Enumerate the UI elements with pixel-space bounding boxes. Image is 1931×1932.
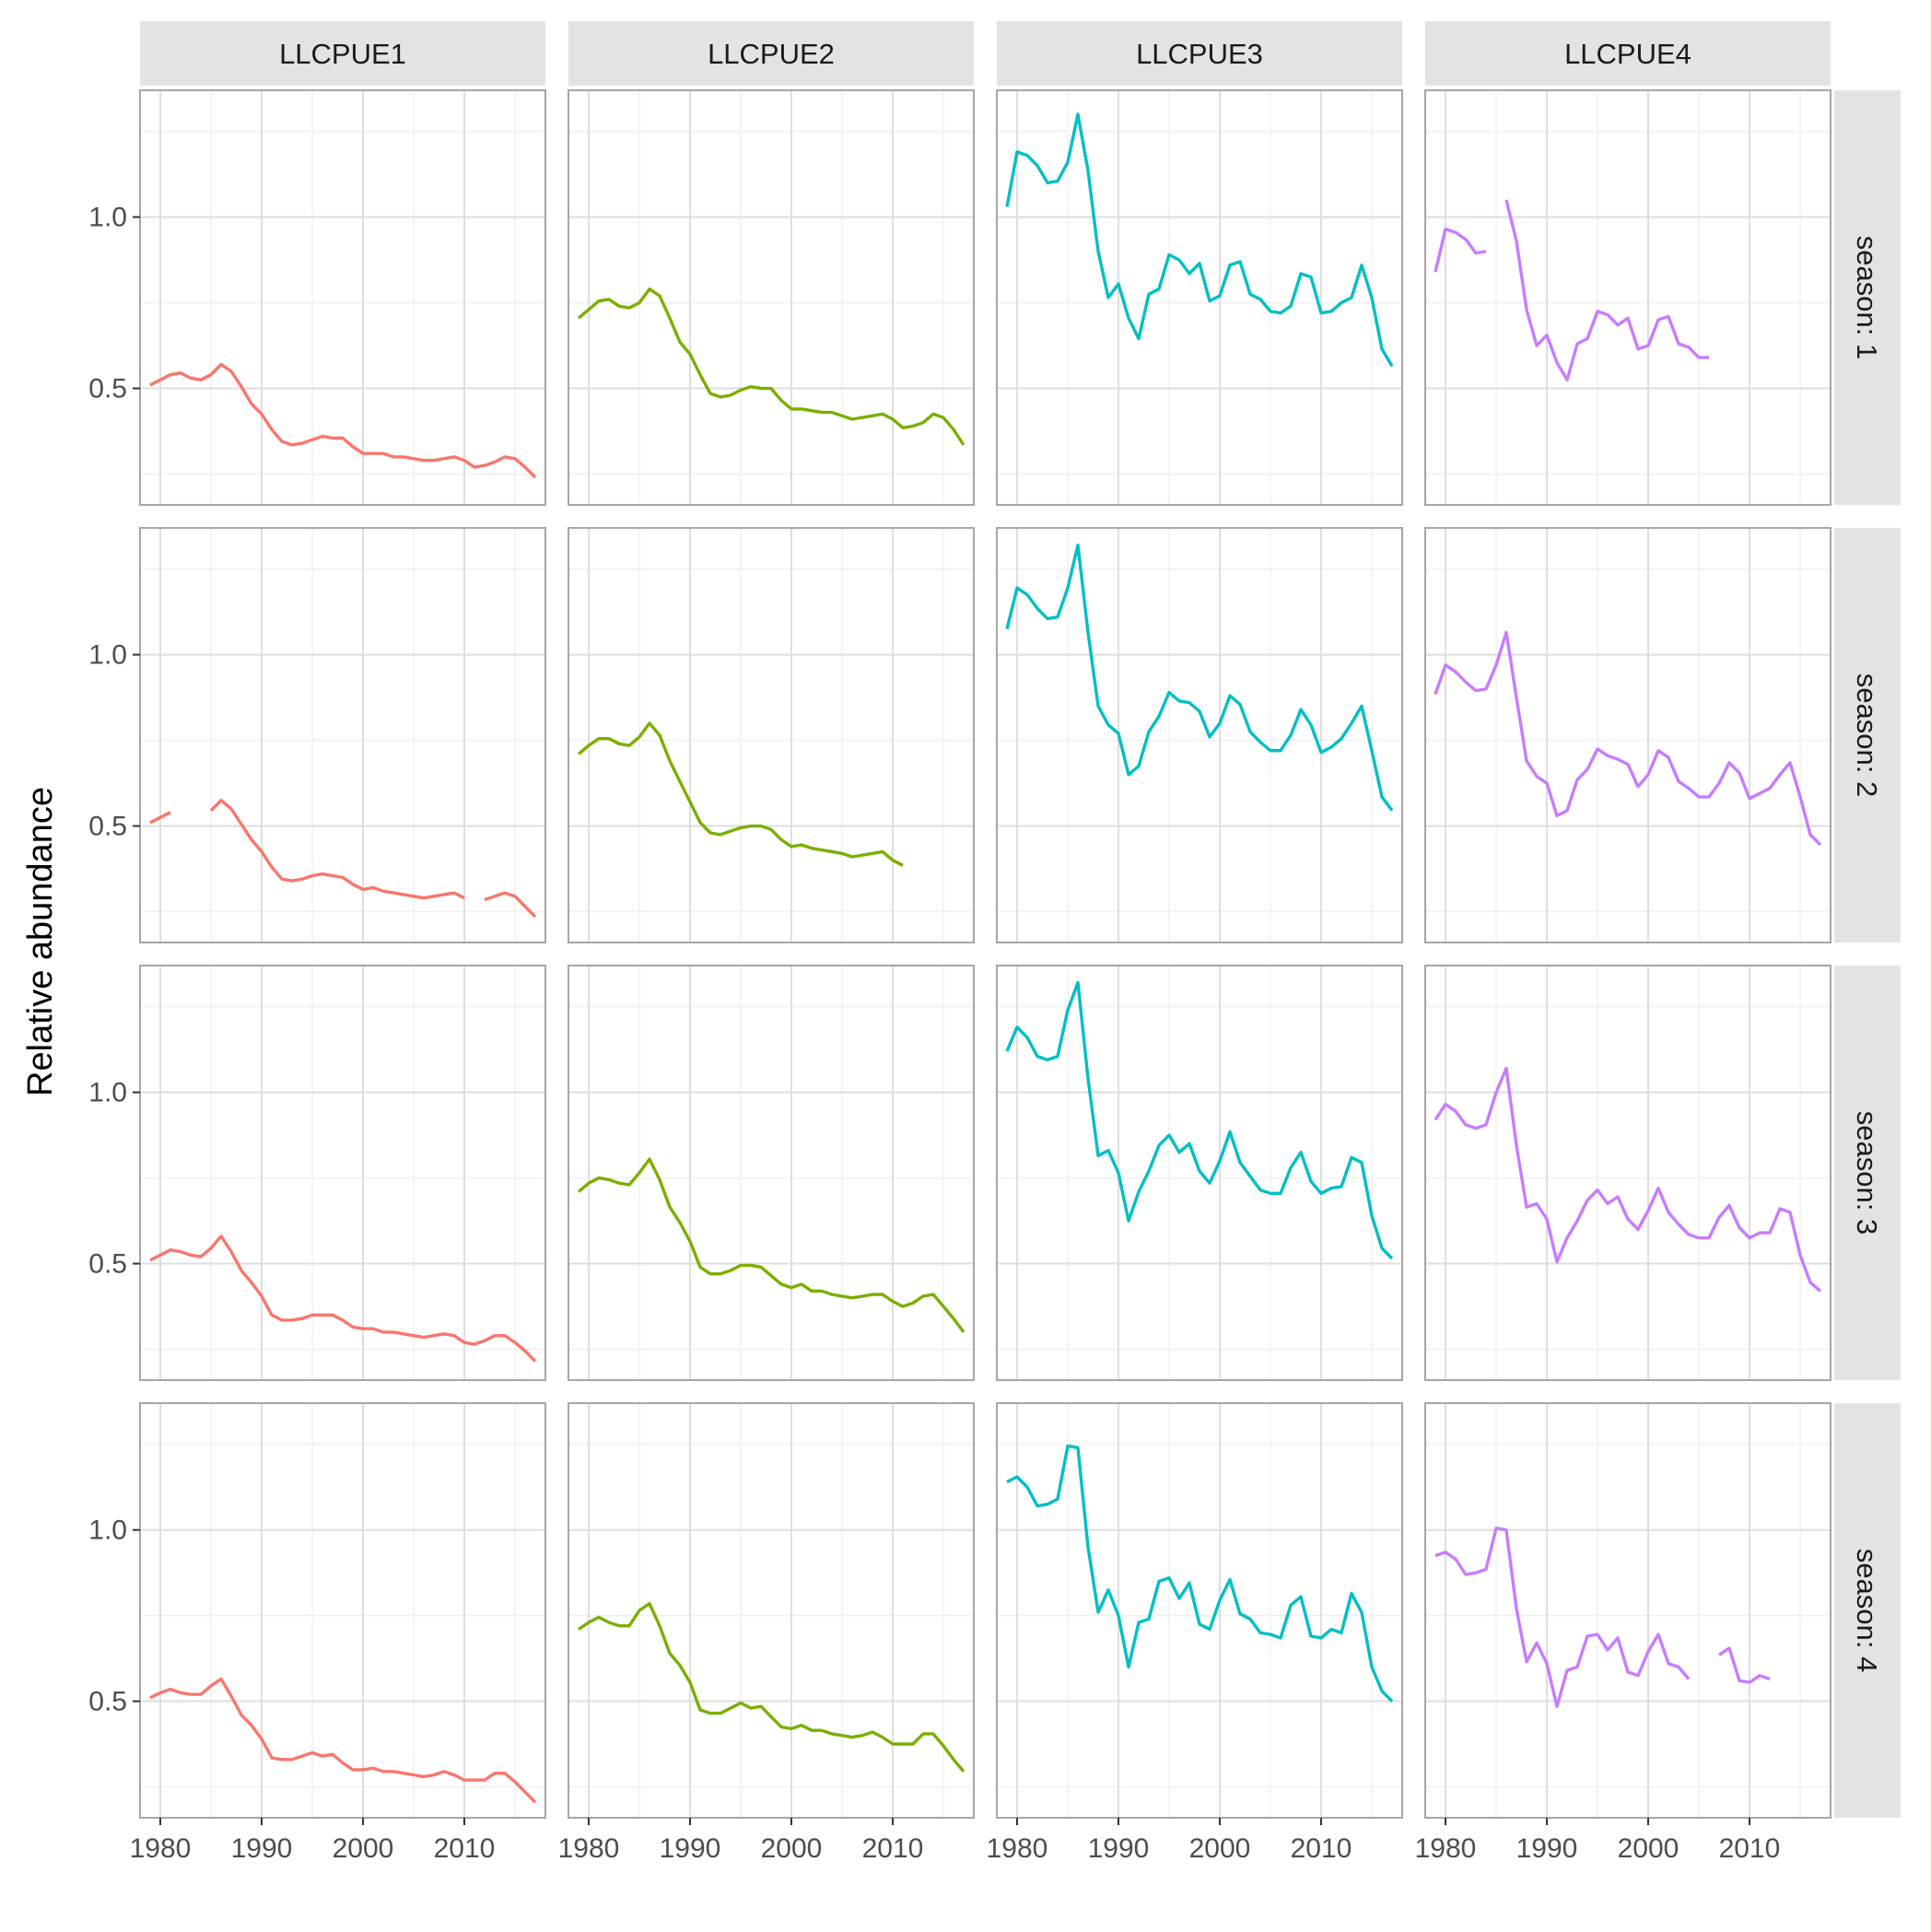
panel-border (1424, 1402, 1832, 1819)
row-strip (1834, 966, 1901, 1380)
row-strip (1834, 528, 1901, 943)
series-line (149, 811, 171, 825)
series-line (149, 362, 537, 479)
series-line (1006, 1444, 1394, 1703)
y-axis-title: Relative abundance (21, 787, 60, 1096)
series-line (1005, 543, 1394, 812)
panel-background (1425, 1403, 1831, 1818)
x-tick-label: 1980 (1415, 1833, 1477, 1864)
row-strip-label: season: 4 (1851, 1549, 1883, 1672)
y-tick-label: 1.0 (88, 203, 127, 233)
x-tick-label: 2010 (1291, 1833, 1352, 1864)
y-tick-label: 0.5 (88, 374, 127, 404)
x-tick-label: 2010 (862, 1833, 924, 1864)
x-tick-label: 2000 (1189, 1833, 1251, 1864)
panel-border (139, 527, 546, 943)
series-line (1434, 227, 1487, 273)
panel-border (139, 89, 546, 506)
series-line (149, 1677, 537, 1804)
panel-border (568, 527, 975, 943)
panel-border (1424, 527, 1832, 943)
panel-background (140, 90, 545, 505)
x-tick-label: 2000 (333, 1833, 394, 1864)
column-strip (997, 21, 1402, 86)
x-tick-label: 2010 (434, 1833, 496, 1864)
panel-border (568, 89, 975, 506)
y-tick-label: 0.5 (88, 1687, 127, 1717)
series-line (577, 1157, 966, 1333)
x-tick-label: 1990 (1088, 1833, 1150, 1864)
panel-background (997, 1403, 1402, 1818)
x-tick-label: 2000 (761, 1833, 823, 1864)
x-tick-label: 1990 (231, 1833, 293, 1864)
panel-background (140, 966, 545, 1380)
row-strip (1834, 1403, 1901, 1818)
series-line (1005, 112, 1394, 368)
panel-border (568, 1402, 975, 1819)
panel-border (139, 1402, 546, 1819)
x-tick-label: 2010 (1719, 1833, 1781, 1864)
column-strip-label: LLCPUE3 (1136, 38, 1263, 70)
series-line (1005, 980, 1394, 1260)
x-tick-label: 2000 (1618, 1833, 1679, 1864)
panel-border (1424, 89, 1832, 506)
panel-background (1425, 528, 1831, 943)
panel-background (140, 1403, 545, 1818)
panel-background (997, 90, 1402, 505)
row-strip-label: season: 1 (1851, 236, 1883, 359)
row-strip (1834, 90, 1901, 505)
series-line (577, 721, 904, 867)
x-tick-label: 1980 (558, 1833, 620, 1864)
panel-border (568, 965, 975, 1381)
series-line (1504, 199, 1709, 381)
x-tick-label: 1980 (130, 1833, 192, 1864)
series-line (1434, 1066, 1822, 1293)
y-tick-label: 1.0 (88, 1516, 127, 1546)
panel-border (996, 527, 1403, 943)
panel-border (139, 965, 546, 1381)
series-line (577, 287, 966, 446)
column-strip-label: LLCPUE2 (708, 38, 835, 70)
panel-border (996, 965, 1403, 1381)
x-tick-label: 1980 (987, 1833, 1048, 1864)
y-tick-label: 1.0 (88, 1078, 127, 1108)
column-strip (1425, 21, 1831, 86)
y-tick-label: 0.5 (88, 1249, 127, 1280)
column-strip-label: LLCPUE1 (279, 38, 406, 70)
series-line (1434, 1527, 1691, 1708)
y-tick-label: 0.5 (88, 812, 127, 842)
series-line (149, 1235, 537, 1363)
panel-background (140, 528, 545, 943)
panel-border (996, 1402, 1403, 1819)
panel-background (568, 528, 974, 943)
row-strip-label: season: 2 (1851, 673, 1883, 797)
series-line (1434, 630, 1822, 847)
series-line (578, 1601, 966, 1773)
panel-background (568, 90, 974, 505)
series-line (1718, 1646, 1771, 1684)
panel-background (1425, 966, 1831, 1380)
column-strip (568, 21, 974, 86)
series-line (209, 799, 465, 900)
x-tick-label: 1990 (660, 1833, 721, 1864)
column-strip (140, 21, 545, 86)
panel-background (568, 1403, 974, 1818)
panel-background (1425, 90, 1831, 505)
panel-border (1424, 965, 1832, 1381)
panel-background (568, 966, 974, 1380)
column-strip-label: LLCPUE4 (1564, 38, 1691, 70)
panel-border (996, 89, 1403, 506)
y-tick-label: 1.0 (88, 640, 127, 671)
row-strip-label: season: 3 (1851, 1111, 1883, 1235)
x-tick-label: 1990 (1516, 1833, 1578, 1864)
series-line (484, 891, 537, 919)
panel-background (997, 528, 1402, 943)
